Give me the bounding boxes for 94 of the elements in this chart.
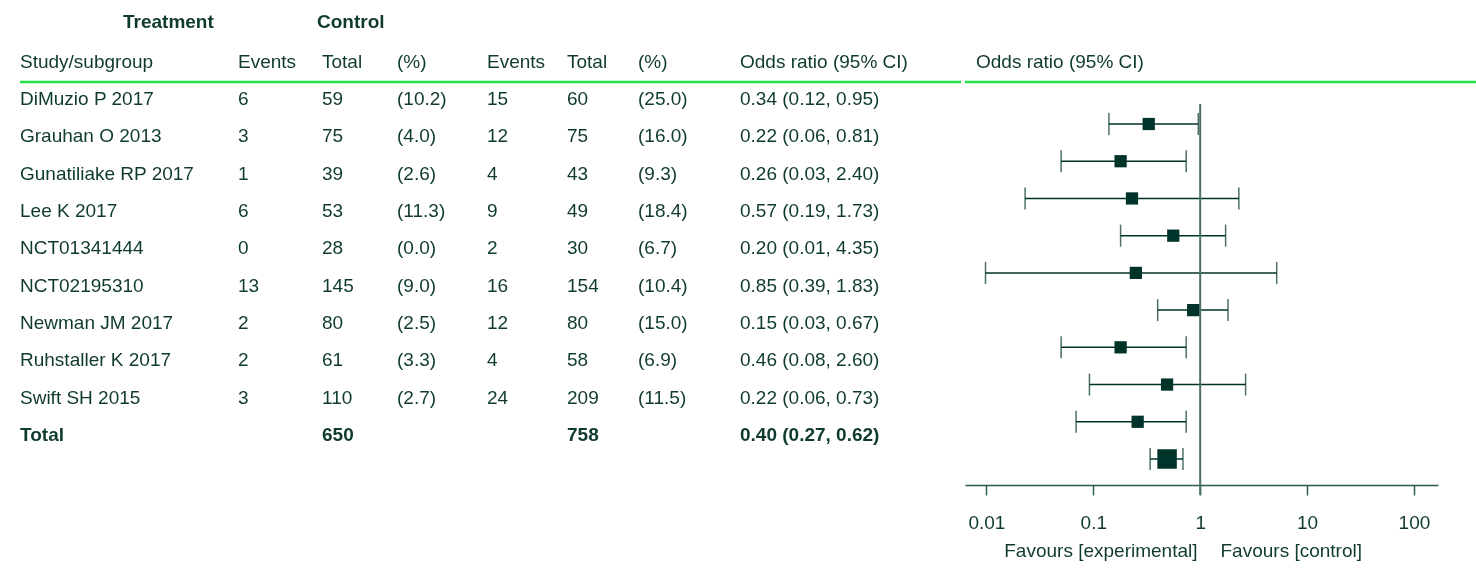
x-tick-label: 1 bbox=[1195, 511, 1206, 533]
text: 2 bbox=[238, 349, 249, 371]
x-tick-label: 0.1 bbox=[1080, 511, 1108, 533]
category-label: Gunatiliake RP 2017 bbox=[20, 162, 194, 184]
text: Favours [control] bbox=[1220, 540, 1362, 561]
text: 39 bbox=[322, 162, 344, 184]
category-label: Total bbox=[20, 424, 64, 446]
text: 0.34 (0.12, 0.95) bbox=[740, 88, 880, 109]
category-label: Total bbox=[567, 51, 608, 72]
category-label: Grauhan O 2013 bbox=[20, 125, 162, 147]
text: 209 bbox=[567, 386, 599, 408]
text: 58 bbox=[567, 349, 589, 371]
text: (9.3) bbox=[638, 162, 678, 184]
category-label: Ruhstaller K 2017 bbox=[20, 349, 172, 371]
text: (15.0) bbox=[638, 312, 688, 334]
text: 75 bbox=[322, 125, 344, 147]
text: 2 bbox=[238, 312, 249, 334]
text: (10.4) bbox=[638, 274, 688, 296]
x-tick-label: 0.01 bbox=[968, 511, 1006, 533]
text: 0.57 (0.19, 1.73) bbox=[740, 200, 880, 222]
text: 4 bbox=[487, 162, 498, 184]
category-label: Events bbox=[487, 51, 546, 72]
text: 3 bbox=[238, 386, 249, 408]
text: 9 bbox=[487, 200, 498, 222]
chart-title: Odds ratio (95% CI) bbox=[976, 51, 1144, 72]
text: 0.46 (0.08, 2.60) bbox=[740, 349, 880, 371]
text: 13 bbox=[238, 274, 260, 296]
text: 154 bbox=[567, 274, 599, 296]
category-label: Study/subgroup bbox=[20, 51, 154, 72]
category-label: NCT01341444 bbox=[20, 237, 144, 259]
text: 53 bbox=[322, 200, 344, 222]
text: 110 bbox=[322, 386, 353, 408]
text: 0.22 (0.06, 0.73) bbox=[740, 386, 880, 408]
x-tick-label: 10 bbox=[1296, 511, 1319, 533]
text: (10.2) bbox=[397, 88, 447, 109]
text: 28 bbox=[322, 237, 344, 259]
text: 650 bbox=[322, 424, 354, 446]
text: 43 bbox=[567, 162, 589, 184]
category-label: Swift SH 2015 bbox=[20, 386, 141, 408]
text: (2.7) bbox=[397, 386, 437, 408]
text: 30 bbox=[567, 237, 589, 259]
category-label: (%) bbox=[638, 51, 668, 72]
category-label: Total bbox=[322, 51, 363, 72]
text: (6.9) bbox=[638, 349, 678, 371]
text: (2.5) bbox=[397, 312, 437, 334]
text: 6 bbox=[238, 88, 249, 109]
text: Favours [experimental] bbox=[1004, 540, 1198, 561]
text: 6 bbox=[238, 200, 249, 222]
text: 0.22 (0.06, 0.81) bbox=[740, 125, 880, 147]
text: 49 bbox=[567, 200, 589, 222]
text: 758 bbox=[567, 424, 599, 446]
text: (11.5) bbox=[638, 386, 687, 408]
text: (2.6) bbox=[397, 162, 437, 184]
text: 16 bbox=[487, 274, 509, 296]
text: 3 bbox=[238, 125, 249, 147]
text: (3.3) bbox=[397, 349, 437, 371]
text: 12 bbox=[487, 125, 509, 147]
x-tick-label: 100 bbox=[1398, 511, 1431, 533]
text: 15 bbox=[487, 88, 509, 109]
text: 0.15 (0.03, 0.67) bbox=[740, 312, 880, 334]
category-label: Odds ratio (95% CI) bbox=[740, 51, 908, 72]
category-label: DiMuzio P 2017 bbox=[20, 88, 154, 109]
text: 12 bbox=[487, 312, 509, 334]
text: 0.26 (0.03, 2.40) bbox=[740, 162, 880, 184]
category-label: Events bbox=[238, 51, 297, 72]
text: (25.0) bbox=[638, 88, 688, 109]
text: 0.85 (0.39, 1.83) bbox=[740, 274, 880, 296]
text: 2 bbox=[487, 237, 498, 259]
text: 0.20 (0.01, 4.35) bbox=[740, 237, 880, 259]
text: (0.0) bbox=[397, 237, 437, 259]
text: 24 bbox=[487, 386, 509, 408]
text: 80 bbox=[322, 312, 344, 334]
text: (18.4) bbox=[638, 200, 688, 222]
text: 4 bbox=[487, 349, 498, 371]
text: 1 bbox=[238, 162, 249, 184]
text: 60 bbox=[567, 88, 589, 109]
text: (9.0) bbox=[397, 274, 437, 296]
text: 59 bbox=[322, 88, 344, 109]
text: 80 bbox=[567, 312, 589, 334]
category-label: Newman JM 2017 bbox=[20, 312, 174, 334]
text: Treatment bbox=[123, 11, 215, 32]
text: Control bbox=[317, 11, 385, 32]
category-label: (%) bbox=[397, 51, 427, 72]
text: (11.3) bbox=[397, 200, 446, 222]
text: (4.0) bbox=[397, 125, 437, 147]
text: (6.7) bbox=[638, 237, 678, 259]
category-label: Lee K 2017 bbox=[20, 200, 118, 222]
text: 0 bbox=[238, 237, 249, 259]
text: 0.40 (0.27, 0.62) bbox=[740, 424, 880, 446]
text: (16.0) bbox=[638, 125, 688, 147]
category-label: NCT02195310 bbox=[20, 274, 144, 296]
text: 145 bbox=[322, 274, 354, 296]
text: 61 bbox=[322, 349, 344, 371]
text: 75 bbox=[567, 125, 589, 147]
